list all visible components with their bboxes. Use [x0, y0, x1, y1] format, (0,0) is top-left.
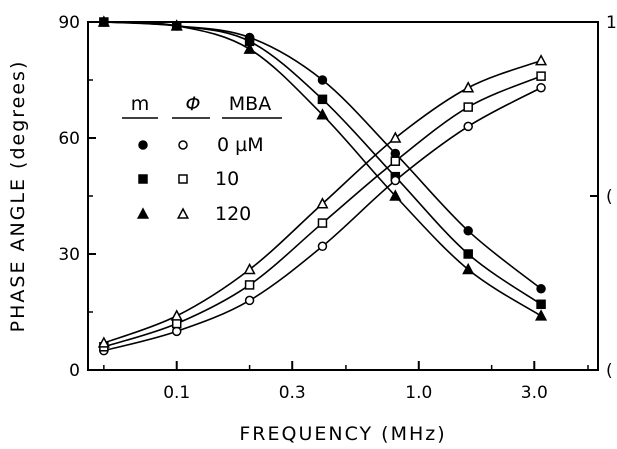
x-tick-label: 0.1	[163, 383, 190, 403]
data-point	[535, 309, 548, 321]
y-tick-label: 0	[69, 361, 80, 381]
data-point	[244, 295, 255, 306]
data-point	[317, 241, 328, 252]
y-tick-label: 30	[58, 245, 80, 265]
data-point	[243, 262, 256, 275]
data-point	[463, 121, 473, 132]
x-axis-title: FREQUENCY (MHz)	[239, 423, 446, 445]
data-point	[317, 218, 328, 228]
data-point	[170, 309, 183, 321]
data-point	[535, 54, 548, 66]
data-point	[390, 148, 401, 159]
series-curve	[103, 21, 542, 305]
data-point	[244, 280, 255, 290]
legend-label: 120	[215, 203, 251, 225]
y-tick-label: 90	[58, 13, 80, 33]
data-point	[390, 156, 401, 166]
data-point	[462, 81, 475, 93]
y-axis-title: PHASE ANGLE (degrees)	[7, 60, 29, 333]
right-tick-label: (	[606, 361, 613, 381]
data-point	[536, 71, 546, 81]
data-point	[97, 336, 110, 348]
data-point	[317, 75, 328, 85]
legend-header: MBA	[229, 93, 271, 115]
data-point	[171, 318, 182, 329]
data-point	[389, 189, 402, 201]
legend-label: 0 µM	[217, 134, 264, 156]
x-tick-label: 3.0	[521, 383, 548, 403]
data-point	[536, 82, 546, 93]
data-point	[316, 108, 329, 120]
legend-marker	[138, 140, 148, 150]
data-point	[536, 299, 546, 310]
data-point	[243, 42, 256, 54]
data-point	[316, 197, 329, 209]
legend-marker	[178, 174, 188, 184]
legend-header: Φ	[186, 93, 201, 115]
legend-label: 10	[215, 168, 239, 190]
data-point	[171, 326, 182, 337]
data-point	[463, 249, 473, 259]
data-point	[317, 94, 328, 105]
legend-header: m	[131, 93, 150, 115]
data-point	[536, 284, 546, 294]
x-tick-label: 1.0	[405, 383, 432, 403]
plot-frame	[87, 21, 599, 371]
right-tick-label: 1	[606, 13, 617, 33]
data-point	[463, 226, 473, 236]
data-point	[97, 15, 110, 27]
data-point	[463, 102, 473, 112]
legend-marker	[136, 207, 150, 219]
data-point	[390, 175, 401, 186]
legend-marker	[138, 174, 148, 184]
x-tick-label: 0.3	[279, 383, 306, 403]
data-point	[170, 19, 183, 31]
series-curve	[103, 21, 542, 317]
data-point	[389, 131, 402, 143]
y-tick-label: 60	[58, 129, 80, 149]
legend-marker	[176, 207, 190, 219]
data-point	[462, 262, 475, 275]
right-tick-label: (	[606, 187, 613, 207]
legend-marker	[178, 140, 188, 150]
